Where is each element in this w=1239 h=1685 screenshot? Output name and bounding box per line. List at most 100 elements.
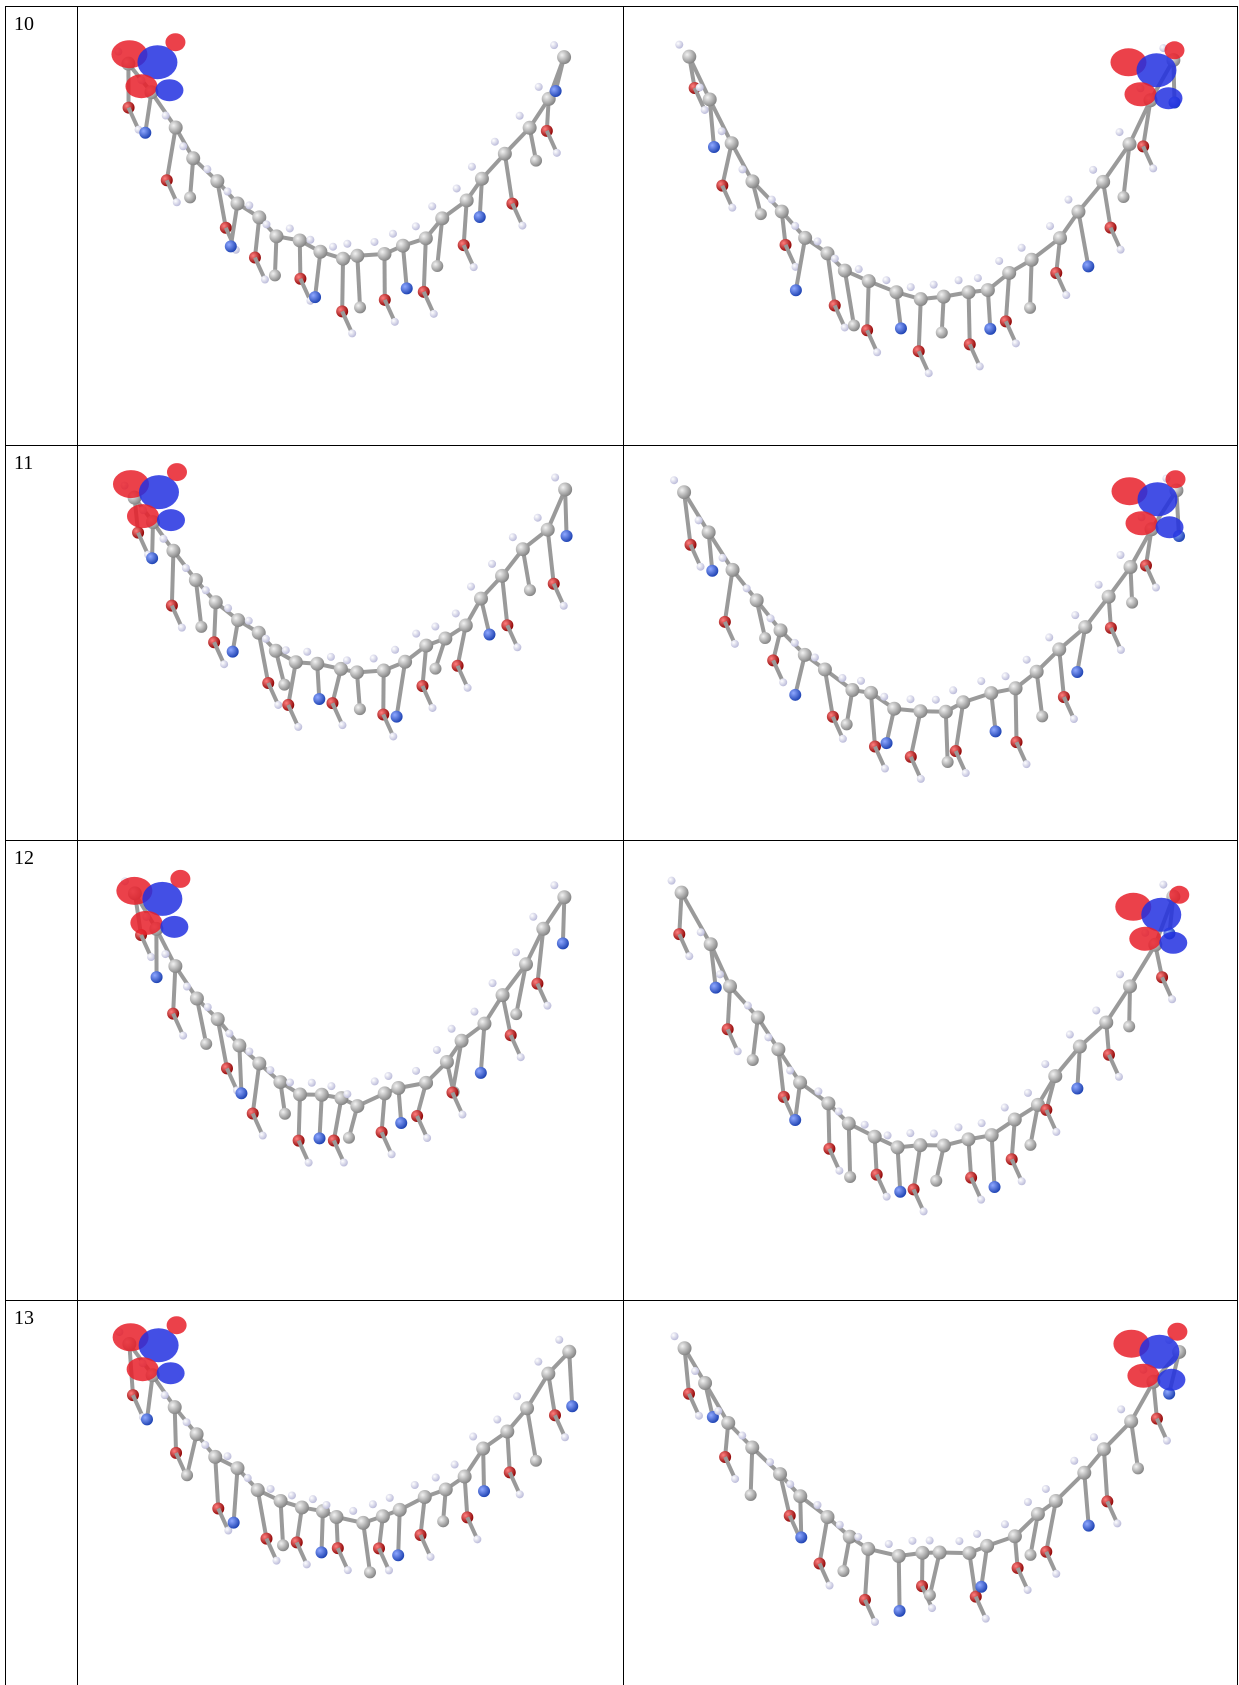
bond xyxy=(239,1046,241,1094)
bond xyxy=(1130,945,1155,987)
atom xyxy=(954,1123,962,1131)
molecule-image xyxy=(78,841,622,1299)
atom xyxy=(371,1077,379,1085)
bond xyxy=(956,702,963,751)
atom xyxy=(982,1615,990,1623)
atom xyxy=(470,263,478,271)
atom xyxy=(392,1549,404,1561)
atom xyxy=(388,1150,396,1158)
image-cell xyxy=(77,840,623,1300)
bond xyxy=(342,259,343,312)
atom xyxy=(814,1087,822,1095)
atom xyxy=(195,621,207,633)
atom xyxy=(477,1017,491,1031)
atom xyxy=(1046,222,1054,230)
atom xyxy=(350,249,364,263)
atom xyxy=(1049,1494,1063,1508)
atom xyxy=(344,1566,352,1574)
atom xyxy=(1083,1520,1095,1532)
atom xyxy=(513,643,521,651)
row-label: 13 xyxy=(14,1307,34,1329)
atom xyxy=(930,281,938,289)
atom xyxy=(274,1494,288,1508)
bond xyxy=(258,1490,267,1539)
atom xyxy=(1001,1104,1009,1112)
atom xyxy=(675,886,689,900)
atom xyxy=(1045,633,1053,641)
orbital-lobe xyxy=(1126,511,1158,535)
atom xyxy=(811,653,819,661)
atom xyxy=(1123,137,1137,151)
atom xyxy=(1023,656,1031,664)
atom xyxy=(432,1473,440,1481)
atom xyxy=(475,1067,487,1079)
atom xyxy=(734,1047,742,1055)
atom xyxy=(913,704,927,718)
atom xyxy=(493,1416,501,1424)
atom xyxy=(1123,979,1137,993)
atom xyxy=(936,326,948,338)
atom xyxy=(336,252,350,266)
atom xyxy=(1024,1586,1032,1594)
atom xyxy=(1082,260,1094,272)
atom xyxy=(887,702,901,716)
atom xyxy=(550,41,558,49)
atom xyxy=(913,1138,927,1152)
atom xyxy=(1152,584,1160,592)
atom xyxy=(561,1433,569,1441)
atom xyxy=(1102,590,1116,604)
atom xyxy=(696,83,704,91)
atom xyxy=(448,1025,456,1033)
atom xyxy=(873,348,881,356)
atom xyxy=(1097,1442,1111,1456)
atom xyxy=(891,1140,905,1154)
atom xyxy=(1062,291,1070,299)
image-cell xyxy=(77,1300,623,1685)
atom xyxy=(978,1119,986,1127)
atom xyxy=(1168,995,1176,1003)
bond xyxy=(1084,1473,1088,1526)
bond xyxy=(505,154,513,204)
atom xyxy=(975,1581,987,1593)
atom xyxy=(225,1030,233,1038)
atom xyxy=(1036,710,1048,722)
atom xyxy=(747,1054,759,1066)
bond xyxy=(849,1124,850,1177)
atom xyxy=(557,890,571,904)
atom xyxy=(701,106,709,114)
atom xyxy=(842,1117,856,1131)
atom xyxy=(695,516,703,524)
atom xyxy=(956,695,970,709)
orbital-lobe xyxy=(1169,886,1189,904)
row-label-cell: 12 xyxy=(5,840,77,1300)
atom xyxy=(882,276,890,284)
atom xyxy=(1053,231,1067,245)
atom xyxy=(926,1537,934,1545)
atom xyxy=(313,245,327,259)
atom xyxy=(509,533,517,541)
atom xyxy=(990,725,1002,737)
atom xyxy=(719,554,727,562)
atom xyxy=(980,1539,994,1553)
atom xyxy=(557,50,571,64)
atom xyxy=(433,1046,441,1054)
atom xyxy=(682,50,696,64)
atom xyxy=(1077,1466,1091,1480)
atom xyxy=(813,1501,821,1509)
atom xyxy=(201,1441,209,1449)
atom xyxy=(1149,164,1157,172)
bond xyxy=(167,128,176,181)
atom xyxy=(836,1521,844,1529)
atom xyxy=(1070,1457,1078,1465)
atom xyxy=(343,656,351,664)
atom xyxy=(750,593,764,607)
atom xyxy=(697,928,705,936)
atom xyxy=(183,983,191,991)
atom xyxy=(530,155,542,167)
atom xyxy=(151,971,163,983)
atom xyxy=(976,362,984,370)
atom xyxy=(745,1441,759,1455)
atom xyxy=(731,640,739,648)
atom xyxy=(182,564,190,572)
atom xyxy=(228,1517,240,1529)
